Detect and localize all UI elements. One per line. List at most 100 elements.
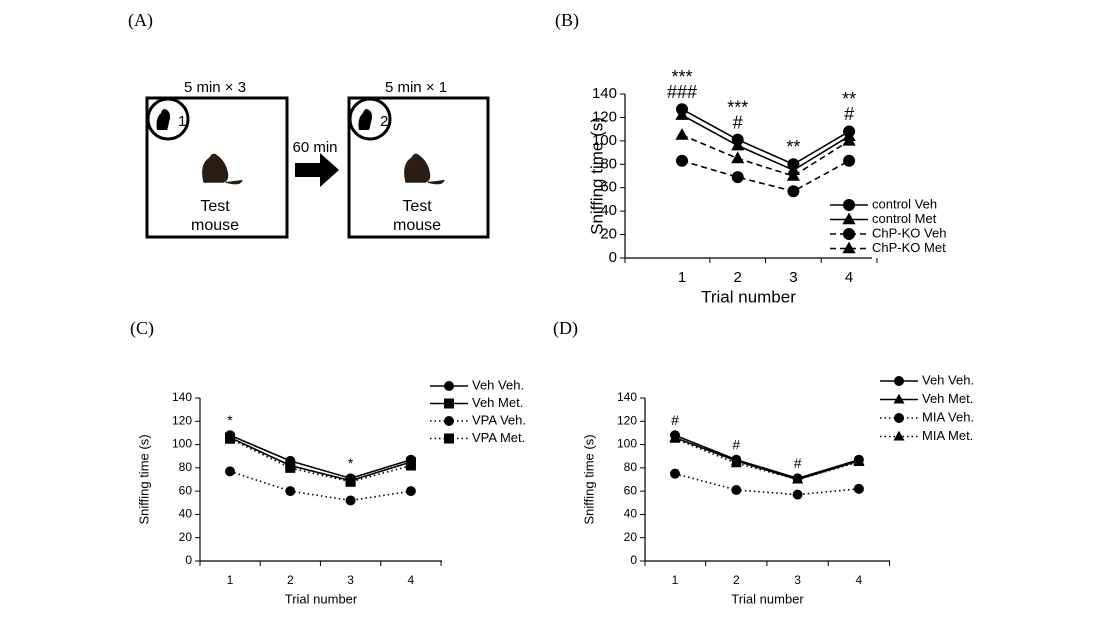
series-line <box>229 434 412 480</box>
y-tick-label: 80 <box>624 460 638 474</box>
data-point <box>225 433 235 444</box>
series-line <box>674 472 859 496</box>
y-tick-label: 0 <box>185 553 192 567</box>
significance-mark: * <box>227 412 233 428</box>
x-tick-label: 1 <box>672 573 679 587</box>
y-tick-label: 20 <box>179 530 193 544</box>
x-axis-label: Trial number <box>285 591 358 606</box>
x-tick-label: 3 <box>789 269 797 286</box>
data-point <box>405 486 416 497</box>
y-tick-label: 40 <box>179 507 193 521</box>
data-point <box>285 486 296 497</box>
y-tick-label: 0 <box>609 249 617 266</box>
significance-mark: # <box>671 412 679 428</box>
significance-mark: ### <box>667 82 697 102</box>
test-mouse <box>202 153 243 185</box>
cage-box <box>145 96 289 239</box>
y-tick-label: 60 <box>179 483 193 497</box>
series-line <box>674 436 860 481</box>
data-point <box>676 154 688 167</box>
data-point <box>842 133 856 146</box>
x-tick-label: 3 <box>794 573 801 587</box>
legend-label: MIA Met. <box>922 428 973 443</box>
series-line <box>681 134 850 177</box>
x-tick-label: 1 <box>678 269 686 286</box>
data-point <box>787 185 800 198</box>
series-line <box>229 438 412 483</box>
x-tick-label: 4 <box>856 573 863 587</box>
data-point <box>670 468 680 479</box>
legend-marker <box>444 433 454 444</box>
data-point <box>225 466 235 477</box>
y-tick-label: 20 <box>600 226 617 243</box>
y-tick-label: 100 <box>592 132 617 149</box>
box-duration: 5 min × 3 <box>184 79 246 96</box>
small-cage <box>146 97 190 141</box>
panel-label: (A) <box>128 10 153 31</box>
y-tick-label: 120 <box>617 413 637 427</box>
legend-marker <box>843 228 855 240</box>
x-tick-label: 2 <box>287 573 294 587</box>
legend-label: control Veh <box>872 196 937 211</box>
data-point <box>669 433 681 443</box>
data-point <box>345 495 356 506</box>
y-tick-label: 120 <box>592 108 617 125</box>
legend-marker <box>893 430 905 441</box>
legend-label: control Met <box>872 211 937 226</box>
legend-marker <box>893 393 905 404</box>
series-line <box>681 160 850 193</box>
data-point <box>675 108 689 120</box>
legend-label: Veh Met. <box>472 395 523 410</box>
legend-label: VPA Met. <box>472 430 525 445</box>
data-point <box>853 483 864 494</box>
x-axis-label: Trial number <box>731 591 804 606</box>
x-tick-label: 2 <box>734 269 742 286</box>
cage-box <box>347 96 490 239</box>
legend-marker <box>842 241 856 254</box>
data-point <box>792 473 804 484</box>
data-point <box>731 171 744 184</box>
test-label: mouse <box>393 217 441 234</box>
y-tick-label: 80 <box>179 460 193 474</box>
data-point <box>853 456 865 467</box>
y-axis-label: Sniffing time (s) <box>581 434 596 524</box>
x-tick-label: 1 <box>227 573 234 587</box>
significance-mark: ** <box>786 137 800 157</box>
test-label: Test <box>200 198 230 215</box>
significance-mark: # <box>732 436 740 452</box>
test-label: Test <box>402 198 432 215</box>
test-mouse <box>404 153 445 185</box>
data-point <box>786 163 800 175</box>
panel-label: (D) <box>553 318 578 339</box>
legend-label: MIA Veh. <box>922 409 974 424</box>
stimulus-mouse <box>358 109 373 130</box>
legend-marker <box>444 398 454 409</box>
x-axis-label: Trial number <box>701 287 796 306</box>
y-tick-label: 20 <box>624 530 638 544</box>
y-tick-label: 0 <box>630 553 637 567</box>
y-tick-label: 40 <box>624 507 638 521</box>
legend-label: Veh Veh. <box>472 377 524 392</box>
legend-label: Veh Met. <box>922 391 973 406</box>
y-tick-label: 140 <box>172 390 192 404</box>
panel-label: (B) <box>555 10 579 31</box>
significance-mark: *** <box>727 97 748 117</box>
significance-mark: ** <box>842 89 856 109</box>
interval-label: 60 min <box>292 139 337 156</box>
x-tick-label: 2 <box>733 573 740 587</box>
data-point <box>731 484 742 495</box>
panel-label: (C) <box>130 318 154 339</box>
legend-label: Veh Veh. <box>922 372 974 387</box>
significance-mark: *** <box>671 67 692 87</box>
x-tick-label: 4 <box>408 573 415 587</box>
series-line <box>674 438 860 481</box>
small-cage <box>348 97 392 141</box>
significance-mark: # <box>794 455 802 471</box>
data-point <box>731 138 745 151</box>
y-axis-label: Sniffing time (s) <box>587 117 606 235</box>
series-line <box>229 436 412 482</box>
data-point <box>731 151 745 164</box>
data-point <box>792 489 803 500</box>
x-tick-label: 3 <box>347 573 354 587</box>
